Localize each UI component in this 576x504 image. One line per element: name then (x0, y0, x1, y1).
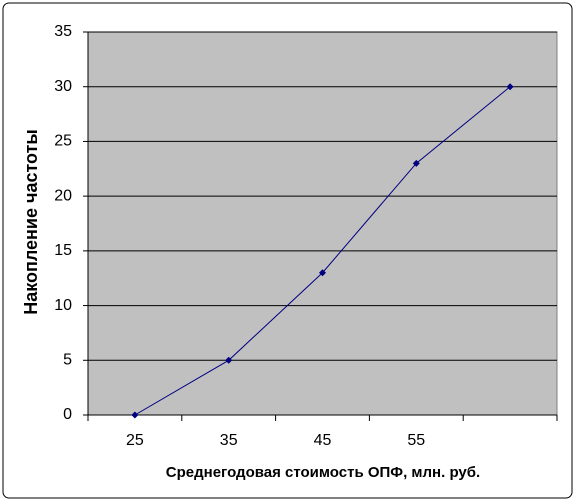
data-marker (319, 269, 326, 277)
y-tick-label: 30 (54, 78, 72, 95)
y-tick-label: 15 (54, 242, 72, 259)
data-marker (225, 356, 233, 364)
y-tick-label: 35 (54, 23, 72, 40)
plot-area (87, 31, 558, 416)
x-tick-label: 25 (126, 432, 144, 449)
data-marker (131, 411, 139, 419)
y-tick-label: 10 (54, 297, 72, 314)
y-tick-label: 25 (54, 133, 72, 150)
y-tick-label: 5 (63, 352, 72, 369)
y-tick-label: 0 (63, 406, 72, 423)
data-marker (412, 159, 420, 167)
y-tick-label: 20 (54, 187, 72, 204)
y-axis-title: Накопление частоты (21, 129, 41, 315)
x-tick-label: 45 (314, 432, 332, 449)
x-tick-label: 55 (407, 432, 425, 449)
x-axis-title: Среднегодовая стоимость ОПФ, млн. руб. (166, 464, 480, 481)
data-marker (506, 83, 514, 91)
x-tick-label: 35 (220, 432, 238, 449)
